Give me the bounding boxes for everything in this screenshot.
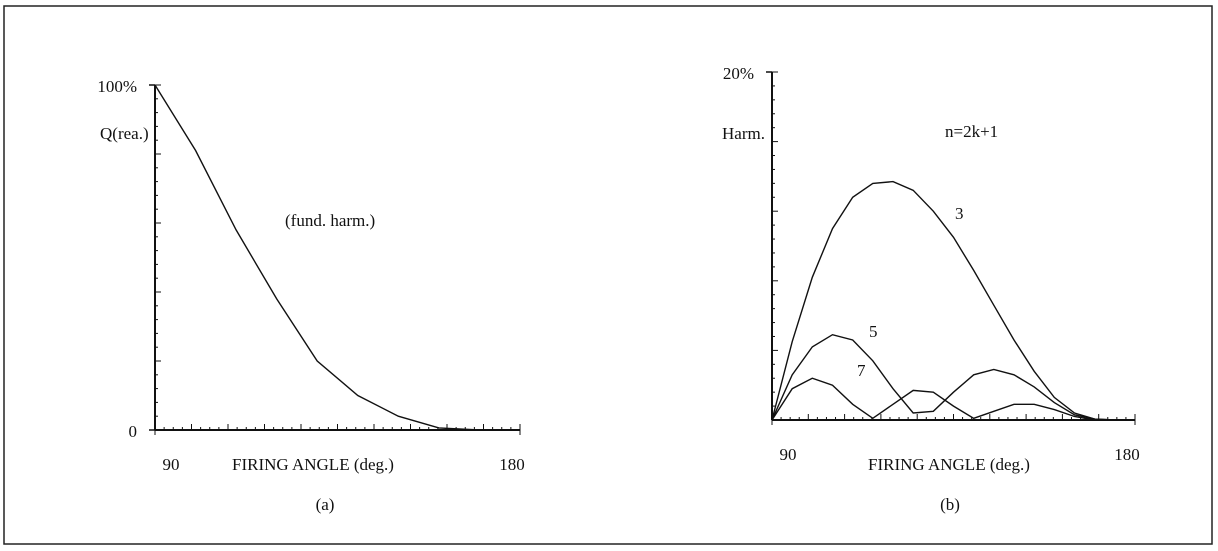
x-tick-label: 90 (163, 455, 180, 474)
caption: (b) (940, 495, 960, 514)
data-line (771, 377, 1135, 421)
data-line (154, 84, 520, 431)
data-line (771, 333, 1135, 421)
y-tick-label: 100% (97, 77, 137, 96)
series-label: 5 (869, 322, 878, 341)
y-tick-label: 20% (723, 64, 754, 83)
annotation: (fund. harm.) (285, 211, 375, 230)
x-axis-label: FIRING ANGLE (deg.) (232, 455, 394, 474)
data-line (771, 180, 1135, 421)
frame (3, 5, 1213, 545)
x-axis-label: FIRING ANGLE (deg.) (868, 455, 1030, 474)
series-label: 7 (857, 361, 866, 380)
x-tick-label: 180 (1114, 445, 1140, 464)
y-axis-label: Harm. (722, 124, 765, 143)
series-label: 3 (955, 204, 964, 223)
annotation: n=2k+1 (945, 122, 998, 141)
x-tick-label: 90 (780, 445, 797, 464)
caption: (a) (316, 495, 335, 514)
x-tick-label: 180 (499, 455, 525, 474)
y-axis-label: Q(rea.) (100, 124, 149, 143)
y-tick-label: 0 (129, 422, 138, 441)
